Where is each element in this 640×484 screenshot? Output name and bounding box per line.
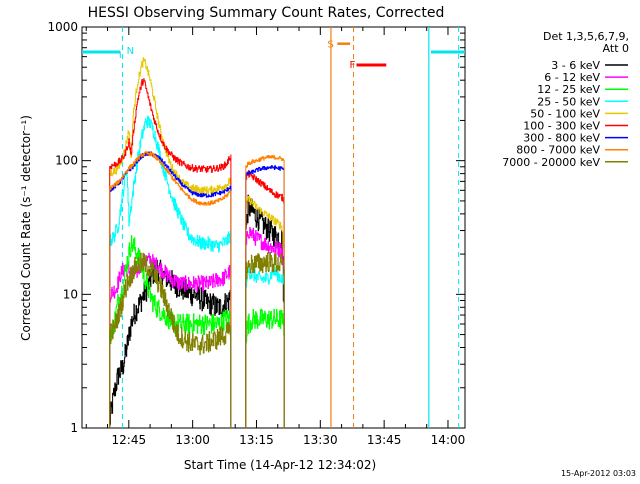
legend-header-line-2: Att 0 bbox=[603, 42, 629, 55]
legend-label-300-800-kev: 300 - 800 keV bbox=[523, 132, 600, 145]
series-line-300-800-kev bbox=[109, 151, 232, 428]
x-tick-label: 13:00 bbox=[175, 433, 210, 447]
series-line-3-6-kev bbox=[109, 258, 232, 428]
legend-header-line-1: Det 1,3,5,6,7,9, bbox=[543, 30, 629, 43]
series-line-6-12-kev bbox=[245, 227, 285, 428]
legend-label-800-7000-kev: 800 - 7000 keV bbox=[516, 144, 600, 157]
series-line-12-25-kev bbox=[109, 235, 232, 428]
x-tick-label: 14:00 bbox=[431, 433, 466, 447]
x-tick-label: 13:45 bbox=[367, 433, 402, 447]
series-line-800-7000-kev bbox=[245, 155, 285, 428]
series-line-300-800-kev bbox=[245, 165, 285, 428]
series-line-25-50-kev bbox=[109, 115, 232, 428]
legend-label-100-300-kev: 100 - 300 keV bbox=[523, 120, 600, 133]
x-tick-label: 13:30 bbox=[303, 433, 338, 447]
legend-label-6-12-kev: 6 - 12 keV bbox=[544, 71, 600, 84]
x-tick-label: 13:15 bbox=[239, 433, 274, 447]
series-line-100-300-kev bbox=[245, 170, 285, 428]
y-tick-label: 10 bbox=[63, 287, 78, 301]
flare-flag-label: F bbox=[349, 60, 355, 71]
series-line-800-7000-kev bbox=[109, 151, 232, 428]
y-tick-label: 1000 bbox=[47, 20, 78, 34]
legend-label-3-6-kev: 3 - 6 keV bbox=[551, 59, 600, 72]
series-line-7000-20000-kev bbox=[109, 252, 232, 428]
night-flag-label: N bbox=[127, 46, 134, 57]
legend-label-12-25-kev: 12 - 25 keV bbox=[537, 83, 600, 96]
series-line-50-100-kev bbox=[245, 196, 285, 428]
legend-label-25-50-kev: 25 - 50 keV bbox=[537, 95, 600, 108]
chart-title: HESSI Observing Summary Count Rates, Cor… bbox=[88, 5, 445, 21]
x-tick-label: 12:45 bbox=[112, 433, 147, 447]
series-line-12-25-kev bbox=[245, 308, 285, 428]
plot-frame bbox=[81, 26, 466, 429]
legend-label-7000-20000-kev: 7000 - 20000 keV bbox=[502, 156, 600, 169]
plot-area: 1 10 100 1000 12:45 13:00 13:15 13:30 13:45 14:00… bbox=[47, 20, 466, 447]
legend-label-50-100-kev: 50 - 100 keV bbox=[530, 107, 600, 120]
series-line-25-50-kev bbox=[245, 265, 285, 428]
y-tick-label: 1 bbox=[70, 421, 78, 435]
x-axis-label: Start Time (14-Apr-12 12:34:02) bbox=[184, 458, 376, 472]
timestamp: 15-Apr-2012 03:03 bbox=[561, 469, 636, 478]
series-line-7000-20000-kev bbox=[245, 251, 285, 428]
saa-flag-label: S bbox=[327, 40, 333, 51]
series-line-100-300-kev bbox=[109, 78, 232, 428]
y-axis-label: Corrected Count Rate (s⁻¹ detector⁻¹) bbox=[19, 115, 33, 341]
y-tick-label: 100 bbox=[55, 154, 78, 168]
